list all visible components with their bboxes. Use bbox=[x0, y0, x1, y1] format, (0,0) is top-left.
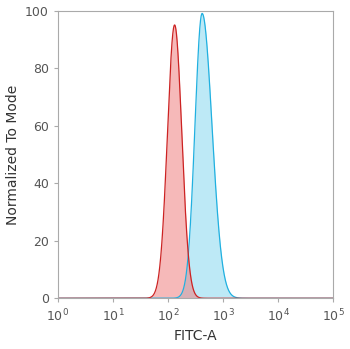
Y-axis label: Normalized To Mode: Normalized To Mode bbox=[6, 84, 20, 224]
X-axis label: FITC-A: FITC-A bbox=[174, 329, 217, 343]
